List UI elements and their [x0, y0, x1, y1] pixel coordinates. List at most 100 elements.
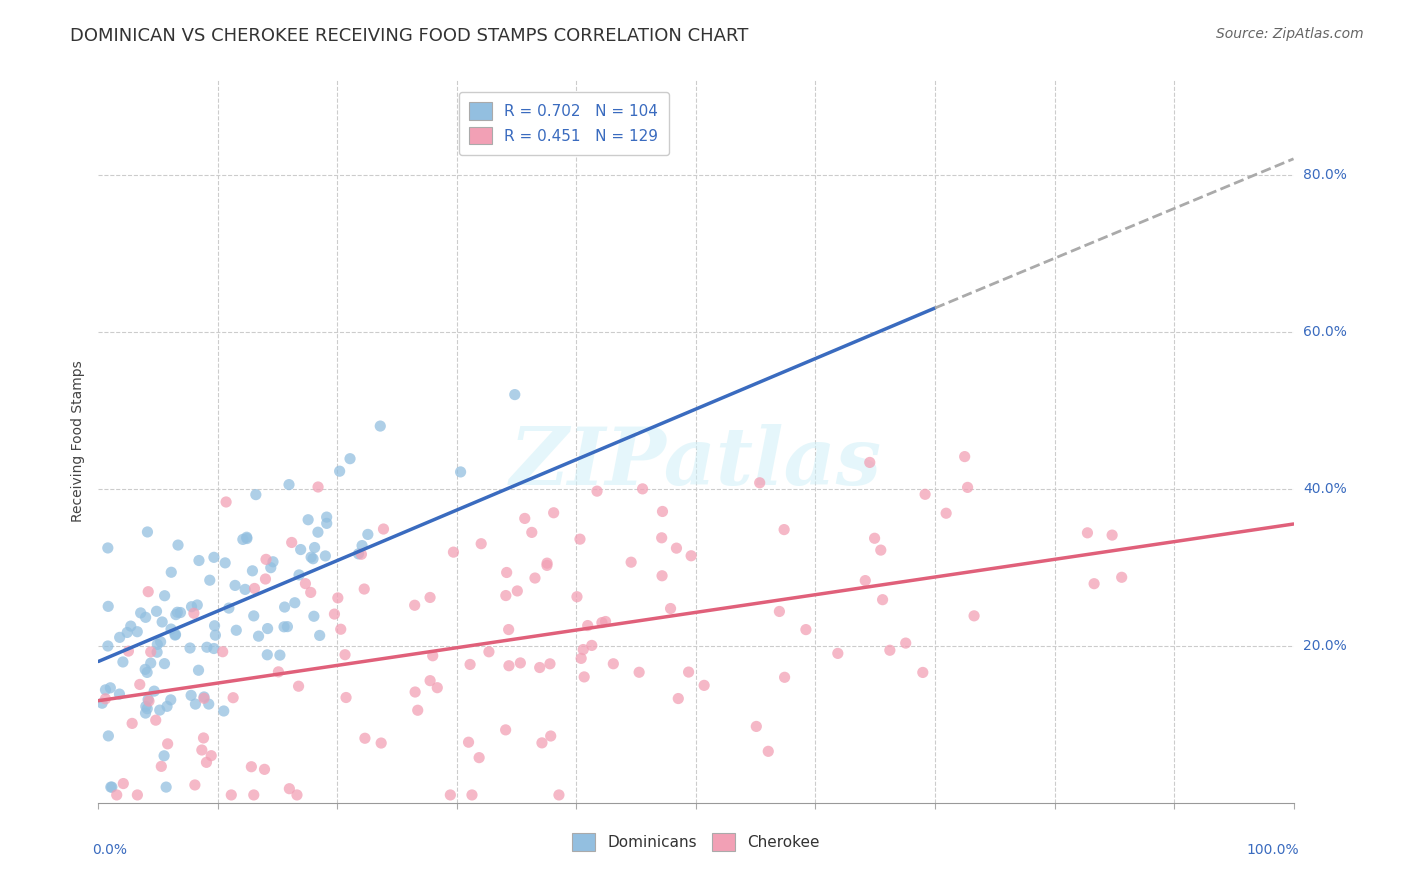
Point — [160, 566, 183, 580]
Point — [581, 639, 603, 653]
Point — [218, 601, 240, 615]
Point — [540, 729, 562, 743]
Point — [150, 615, 173, 629]
Point — [523, 571, 546, 585]
Point — [543, 506, 565, 520]
Point — [105, 788, 128, 802]
Point — [863, 531, 886, 545]
Point — [576, 618, 599, 632]
Point — [693, 678, 716, 692]
Point — [256, 622, 278, 636]
Point — [139, 645, 162, 659]
Point — [212, 704, 235, 718]
Point — [323, 607, 346, 621]
Point — [186, 598, 208, 612]
Point — [197, 697, 219, 711]
Point — [222, 690, 245, 705]
Point — [513, 511, 536, 525]
Point — [224, 578, 246, 592]
Point — [284, 596, 307, 610]
Point — [143, 684, 166, 698]
Point — [273, 600, 295, 615]
Point — [495, 566, 517, 580]
Point — [166, 605, 188, 619]
Point — [628, 665, 651, 680]
Point — [509, 656, 531, 670]
Point — [200, 748, 222, 763]
Point — [1076, 525, 1098, 540]
Point — [478, 645, 501, 659]
Point — [872, 592, 894, 607]
Point — [235, 530, 257, 544]
Point — [184, 778, 207, 792]
Text: 20.0%: 20.0% — [1303, 639, 1347, 653]
Point — [153, 589, 176, 603]
Point — [536, 556, 558, 570]
Point — [307, 525, 329, 540]
Point — [495, 723, 517, 737]
Point — [530, 736, 553, 750]
Point — [134, 662, 156, 676]
Text: DOMINICAN VS CHEROKEE RECEIVING FOOD STAMPS CORRELATION CHART: DOMINICAN VS CHEROKEE RECEIVING FOOD STA… — [70, 27, 748, 45]
Point — [156, 699, 179, 714]
Point — [665, 541, 688, 556]
Point — [548, 788, 571, 802]
Point — [94, 691, 117, 706]
Point — [498, 658, 520, 673]
Point — [495, 589, 517, 603]
Point — [470, 537, 492, 551]
Point — [591, 615, 613, 630]
Point — [357, 527, 380, 541]
Point — [243, 788, 266, 802]
Point — [773, 670, 796, 684]
Point — [538, 657, 561, 671]
Text: 0.0%: 0.0% — [93, 843, 128, 856]
Point — [165, 627, 187, 641]
Point — [572, 670, 595, 684]
Point — [242, 608, 264, 623]
Point — [314, 549, 336, 563]
Point — [165, 628, 187, 642]
Point — [651, 531, 673, 545]
Point — [136, 584, 159, 599]
Point — [304, 541, 326, 555]
Point — [111, 655, 134, 669]
Point — [308, 628, 330, 642]
Point — [294, 576, 316, 591]
Point — [191, 743, 214, 757]
Point — [333, 648, 356, 662]
Point — [302, 609, 325, 624]
Point — [678, 665, 700, 679]
Point — [572, 642, 595, 657]
Point — [299, 585, 322, 599]
Point — [287, 679, 309, 693]
Point — [458, 657, 481, 672]
Point — [963, 608, 986, 623]
Point — [404, 599, 426, 613]
Point — [329, 622, 352, 636]
Point — [262, 555, 284, 569]
Point — [149, 634, 172, 648]
Point — [135, 699, 157, 714]
Point — [225, 624, 247, 638]
Point — [94, 682, 117, 697]
Point — [269, 648, 291, 662]
Point — [97, 729, 120, 743]
Point — [135, 610, 157, 624]
Point — [204, 628, 226, 642]
Point — [285, 788, 308, 802]
Point — [219, 788, 242, 802]
Point — [651, 568, 673, 582]
Point — [153, 657, 176, 671]
Point — [112, 776, 135, 790]
Point — [404, 685, 426, 699]
Point — [911, 665, 934, 680]
Point — [165, 607, 187, 622]
Point — [450, 465, 472, 479]
Point — [121, 716, 143, 731]
Point — [529, 660, 551, 674]
Point — [773, 523, 796, 537]
Point — [129, 606, 152, 620]
Point — [659, 601, 682, 615]
Point — [794, 623, 817, 637]
